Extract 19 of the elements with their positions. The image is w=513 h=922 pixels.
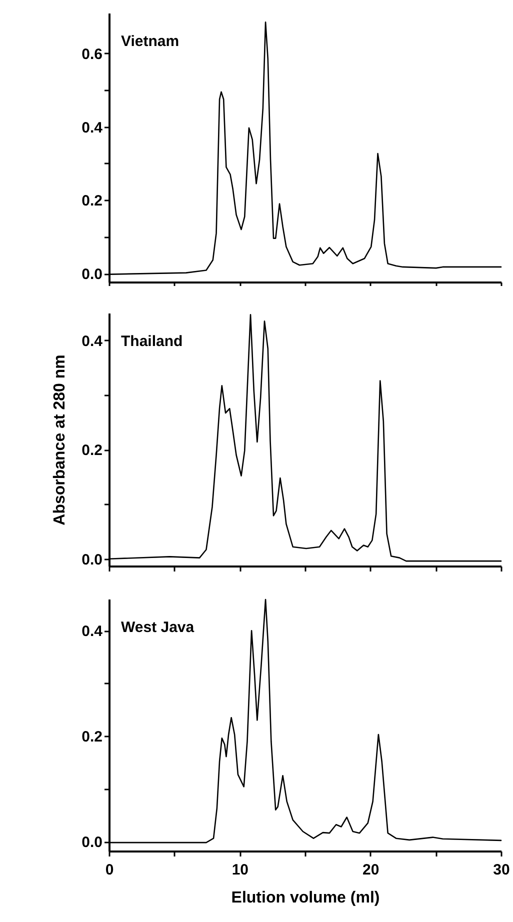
- text: West Java: [121, 618, 195, 636]
- x-tick-label: 0: [105, 862, 114, 878]
- y-tick-label: 0.4: [82, 119, 104, 136]
- y-tick-label: 0.0: [82, 834, 102, 852]
- y-tick-label: 0.4: [82, 623, 104, 640]
- y-tick-label: 0.2: [82, 192, 102, 210]
- y-tick-label: 0.0: [82, 551, 102, 568]
- x-tick-label: 30: [493, 862, 510, 878]
- x-axis-title: Elution volume (ml): [231, 890, 380, 906]
- y-tick-label: 0.4: [82, 332, 104, 350]
- y-tick-label: 0.0: [82, 266, 102, 284]
- x-tick-label: 20: [362, 862, 380, 878]
- y-tick-label: 0.2: [82, 442, 102, 460]
- y-tick-label: 0.6: [82, 46, 102, 63]
- y-tick-label: 0.2: [82, 728, 102, 746]
- y-axis-title: Absorbance at 280 nm: [52, 354, 69, 526]
- text: Vietnam: [121, 33, 180, 50]
- text: Thailand: [121, 333, 183, 350]
- x-tick-label: 10: [232, 862, 249, 878]
